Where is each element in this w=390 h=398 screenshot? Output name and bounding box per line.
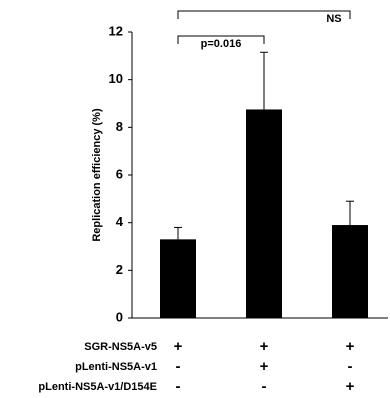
y-tick-label: 12 xyxy=(109,23,123,38)
condition-sign: + xyxy=(346,338,355,355)
bar xyxy=(246,109,282,318)
bar xyxy=(160,239,196,318)
bracket xyxy=(177,35,265,44)
condition-label: SGR-NS5A-v5 xyxy=(84,341,157,353)
y-tick-label: 4 xyxy=(116,214,124,229)
y-tick-label: 10 xyxy=(109,71,123,86)
y-tick-label: 2 xyxy=(116,262,123,277)
condition-sign: + xyxy=(346,378,355,395)
condition-sign: - xyxy=(176,358,181,375)
y-tick-label: 0 xyxy=(116,309,123,324)
condition-sign: + xyxy=(174,338,183,355)
bracket xyxy=(177,10,351,19)
condition-label: pLenti-NS5A-v1 xyxy=(75,361,157,373)
annotation: NS xyxy=(326,13,341,25)
y-axis-label: Replication efficiency (%) xyxy=(91,108,103,242)
condition-sign: + xyxy=(260,338,269,355)
y-tick-label: 8 xyxy=(116,119,123,134)
condition-sign: - xyxy=(176,378,181,395)
bar xyxy=(332,225,368,318)
condition-sign: + xyxy=(260,358,269,375)
annotation: p=0.016 xyxy=(201,38,242,50)
condition-label: pLenti-NS5A-v1/D154E xyxy=(38,381,157,393)
condition-sign: - xyxy=(348,358,353,375)
condition-sign: - xyxy=(262,378,267,395)
y-tick-label: 6 xyxy=(116,166,123,181)
